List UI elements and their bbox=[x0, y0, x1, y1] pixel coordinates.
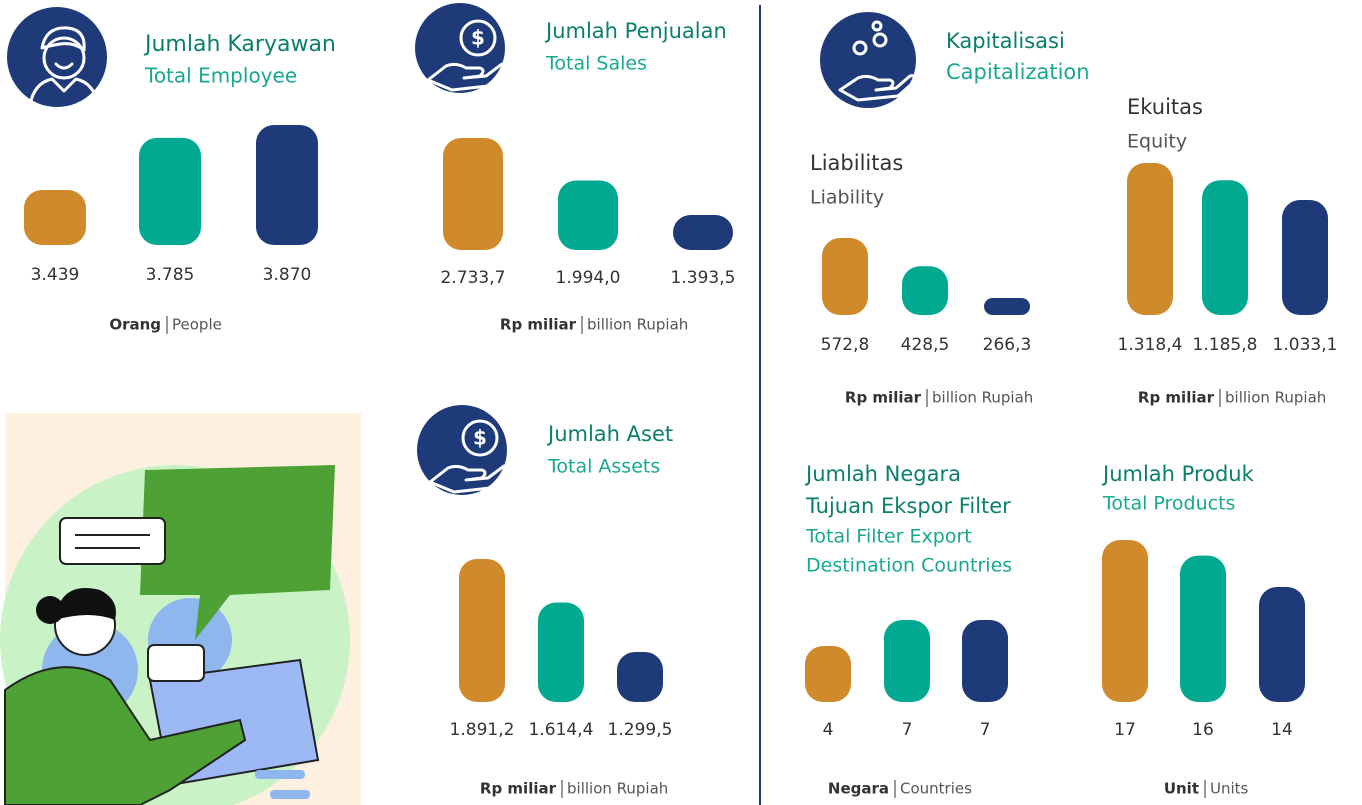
unit-label: Unit bbox=[1164, 780, 1199, 798]
value-label: 266,3 bbox=[983, 335, 1032, 355]
bar bbox=[1180, 555, 1226, 702]
bar bbox=[1259, 587, 1305, 702]
value-label: 1.033,1 bbox=[1273, 335, 1338, 355]
bar bbox=[984, 298, 1030, 315]
unit-label: Rp miliar bbox=[480, 780, 557, 798]
unit-label: People bbox=[172, 316, 222, 334]
unit-label: billion Rupiah bbox=[587, 316, 688, 334]
value-label: 17 bbox=[1114, 720, 1136, 740]
value-label: 1.393,5 bbox=[671, 268, 736, 288]
bar bbox=[24, 190, 86, 245]
value-label: 3.439 bbox=[31, 265, 80, 285]
bar bbox=[558, 180, 618, 250]
unit-label: Rp miliar bbox=[500, 316, 577, 334]
value-label: 16 bbox=[1192, 720, 1214, 740]
bar bbox=[673, 215, 733, 250]
unit-label: Units bbox=[1210, 780, 1249, 798]
value-label: 3.785 bbox=[146, 265, 195, 285]
illustration bbox=[0, 413, 361, 805]
svg-text:$: $ bbox=[471, 26, 485, 50]
value-label: 4 bbox=[823, 720, 834, 740]
employee-icon bbox=[7, 7, 107, 107]
bar bbox=[962, 620, 1008, 702]
bar bbox=[139, 137, 201, 245]
chart-title: Jumlah Negara bbox=[804, 462, 961, 486]
chart-title: Jumlah Penjualan bbox=[544, 19, 727, 43]
value-label: 572,8 bbox=[821, 335, 870, 355]
value-label: 7 bbox=[902, 720, 913, 740]
value-label: 1.299,5 bbox=[608, 720, 673, 740]
chart-subtitle: Total Filter Export bbox=[805, 526, 972, 548]
value-label: 7 bbox=[980, 720, 991, 740]
svg-text:$: $ bbox=[473, 426, 487, 450]
chart-title: Jumlah Karyawan bbox=[143, 32, 336, 57]
chart-title: Tujuan Ekspor Filter bbox=[805, 494, 1011, 518]
section-title: Kapitalisasi bbox=[946, 29, 1065, 53]
chart-subtitle: Total Products bbox=[1102, 493, 1235, 515]
bar bbox=[1127, 163, 1173, 315]
section-subtitle: Capitalization bbox=[946, 60, 1090, 84]
unit-label: billion Rupiah bbox=[932, 389, 1033, 407]
bar bbox=[443, 138, 503, 250]
chart-subtitle: Equity bbox=[1127, 131, 1187, 153]
chart-subtitle: Total Sales bbox=[545, 53, 647, 75]
unit-label: billion Rupiah bbox=[567, 780, 668, 798]
unit-label: Orang bbox=[109, 316, 161, 334]
bar bbox=[538, 602, 584, 702]
bar bbox=[805, 646, 851, 702]
capitalization-icon bbox=[820, 12, 916, 108]
value-label: 14 bbox=[1271, 720, 1293, 740]
chart-subtitle: Total Employee bbox=[144, 64, 297, 88]
bar bbox=[1282, 200, 1328, 315]
chart-title: Liabilitas bbox=[810, 151, 903, 175]
chart-subtitle: Destination Countries bbox=[806, 555, 1012, 577]
bar bbox=[884, 620, 930, 702]
value-label: 1.891,2 bbox=[450, 720, 515, 740]
bar bbox=[459, 559, 505, 702]
value-label: 1.318,4 bbox=[1118, 335, 1183, 355]
chart-subtitle: Total Assets bbox=[547, 456, 660, 478]
value-label: 1.614,4 bbox=[529, 720, 594, 740]
chart-subtitle: Liability bbox=[810, 187, 884, 209]
chart-title: Jumlah Produk bbox=[1101, 462, 1255, 486]
chart-title: Ekuitas bbox=[1127, 95, 1203, 119]
chart-title: Jumlah Aset bbox=[546, 422, 673, 446]
value-label: 3.870 bbox=[263, 265, 312, 285]
bar bbox=[1102, 540, 1148, 702]
unit-label: Countries bbox=[900, 780, 972, 798]
bar bbox=[822, 238, 868, 315]
value-label: 428,5 bbox=[901, 335, 950, 355]
assets-icon: $ bbox=[417, 405, 510, 495]
unit-label: Rp miliar bbox=[1138, 389, 1215, 407]
bar bbox=[256, 125, 318, 245]
bar bbox=[1202, 180, 1248, 315]
value-label: 1.185,8 bbox=[1193, 335, 1258, 355]
value-label: 1.994,0 bbox=[556, 268, 621, 288]
bar bbox=[902, 266, 948, 315]
bar bbox=[617, 652, 663, 702]
unit-label: Negara bbox=[828, 780, 889, 798]
unit-label: Rp miliar bbox=[845, 389, 922, 407]
sales-icon: $ bbox=[415, 3, 508, 93]
value-label: 2.733,7 bbox=[441, 268, 506, 288]
unit-label: billion Rupiah bbox=[1225, 389, 1326, 407]
